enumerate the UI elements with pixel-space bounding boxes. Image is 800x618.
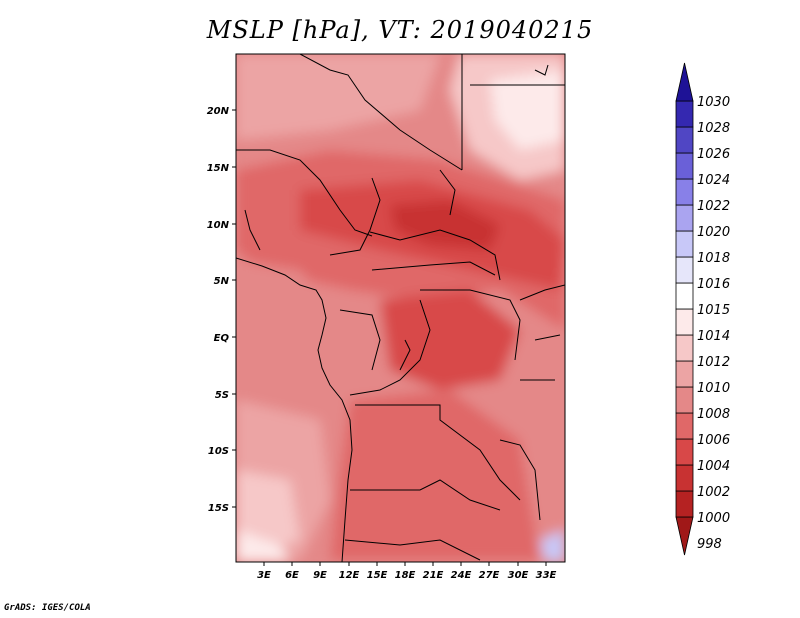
lon-axis: 3E 6E 9E 12E 15E 18E 21E 24E 27E 30E 33E [257,562,557,581]
map-frame [235,53,566,563]
colorbar-segment [675,100,694,128]
colorbar-label: 998 [697,537,722,552]
colorbar-segment [675,308,694,336]
lon-label-9e: 9E [313,570,327,581]
colorbar-label: 1016 [697,277,730,292]
lat-axis: 20N 15N 10N 5N EQ 5S 10S 15S [207,106,236,514]
colorbar-label: 1028 [697,121,730,136]
colorbar-label: 1018 [697,251,730,266]
colorbar-label: 1020 [697,225,730,240]
colorbar: 998 1000 1002 1004 1006 1008 1010 1012 1014 1015 1… [675,62,730,556]
colorbar-segment [675,490,694,518]
map-title: MSLP [hPa], VT: 2019040215 [206,16,594,44]
lat-label-15n: 15N [207,163,230,174]
grads-credit: GrADS: IGES/COLA [4,603,91,613]
colorbar-label: 1012 [697,355,730,370]
colorbar-label: 1000 [697,511,730,526]
colorbar-segment [675,178,694,206]
colorbar-segment [675,204,694,232]
lat-label-5n: 5N [214,276,230,287]
colorbar-label: 1024 [697,173,730,188]
lon-label-12e: 12E [339,570,360,581]
coastlines-borders [236,54,565,562]
lat-label-20n: 20N [207,106,230,117]
colorbar-segment [675,360,694,388]
colorbar-segment [675,334,694,362]
lon-label-30e: 30E [508,570,529,581]
colorbar-segment [675,230,694,258]
colorbar-segment [675,464,694,492]
colorbar-label: 1002 [697,485,730,500]
colorbar-label: 1006 [697,433,730,448]
colorbar-segment [675,438,694,466]
lon-label-3e: 3E [257,570,271,581]
colorbar-segment [675,412,694,440]
colorbar-segment [675,126,694,154]
colorbar-segment [675,152,694,180]
lon-label-18e: 18E [395,570,416,581]
colorbar-label: 1004 [697,459,730,474]
colorbar-label: 1030 [697,95,730,110]
colorbar-segment [675,516,694,556]
colorbar-label: 1015 [697,303,730,318]
colorbar-label: 1026 [697,147,730,162]
colorbar-segment [675,62,694,102]
lon-label-15e: 15E [367,570,388,581]
lon-label-21e: 21E [423,570,444,581]
lon-label-6e: 6E [285,570,299,581]
colorbar-label: 1022 [697,199,730,214]
colorbar-label: 1008 [697,407,730,422]
colorbar-segment [675,282,694,310]
colorbar-segment [675,386,694,414]
lat-label-10s: 10S [208,446,229,457]
lat-label-5s: 5S [215,390,229,401]
lon-label-27e: 27E [479,570,500,581]
colorbar-label: 1010 [697,381,730,396]
lat-label-15s: 15S [208,503,229,514]
colorbar-segment [675,256,694,284]
colorbar-label: 1014 [697,329,730,344]
lon-label-33e: 33E [536,570,557,581]
lat-label-eq: EQ [214,333,230,344]
lon-label-24e: 24E [451,570,472,581]
lat-label-10n: 10N [207,220,230,231]
